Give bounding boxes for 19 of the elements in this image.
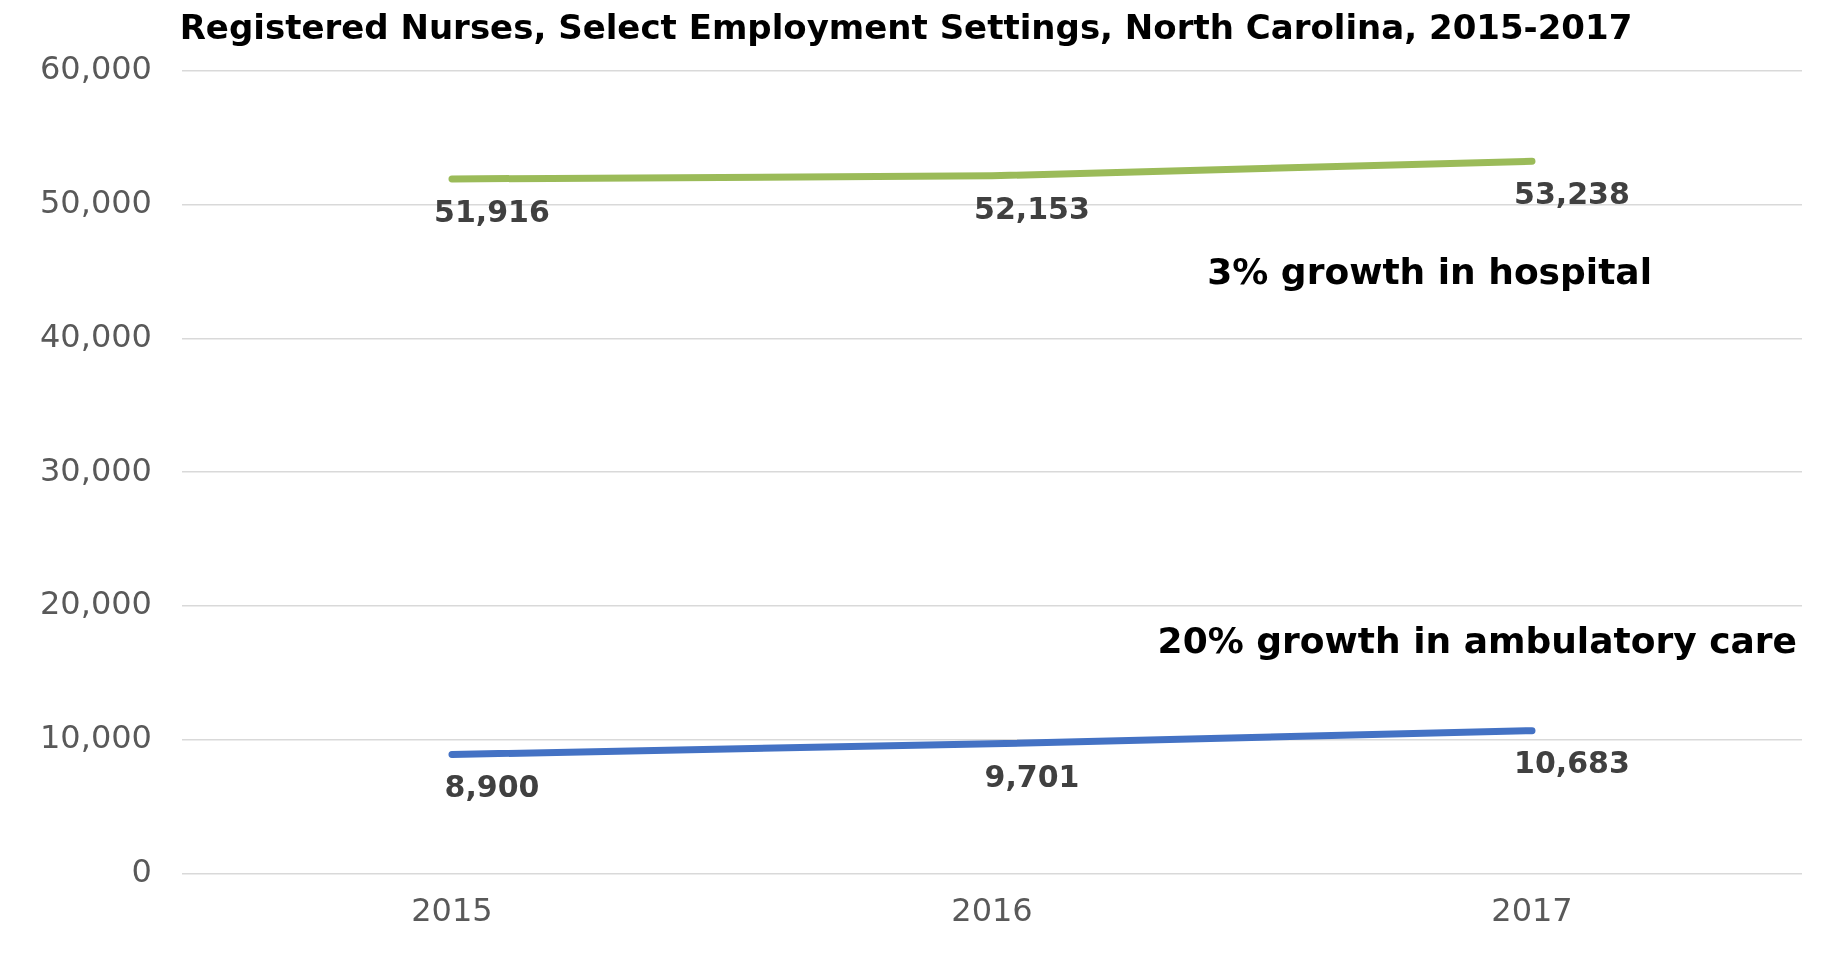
data-label: 10,683 — [1514, 745, 1630, 781]
y-tick-label: 50,000 — [40, 182, 152, 221]
data-label: 51,916 — [434, 193, 550, 229]
y-tick-label: 40,000 — [40, 316, 152, 355]
y-tick-label: 60,000 — [40, 49, 152, 88]
x-tick-label: 2015 — [411, 891, 493, 930]
chart-title: Registered Nurses, Select Employment Settings, North Carolina, 2015-2017 — [179, 7, 1633, 48]
x-tick-label: 2016 — [951, 891, 1033, 930]
y-tick-label: 30,000 — [40, 450, 152, 489]
data-label: 8,900 — [444, 769, 540, 805]
annotation: 20% growth in ambulatory care — [1157, 620, 1797, 662]
data-label: 9,701 — [984, 758, 1080, 794]
y-tick-label: 0 — [131, 851, 152, 890]
data-label: 52,153 — [974, 190, 1090, 226]
annotation: 3% growth in hospital — [1207, 250, 1652, 292]
x-tick-label: 2017 — [1491, 891, 1573, 930]
y-tick-label: 10,000 — [40, 718, 152, 757]
data-label: 53,238 — [1514, 176, 1630, 212]
y-tick-label: 20,000 — [40, 584, 152, 623]
